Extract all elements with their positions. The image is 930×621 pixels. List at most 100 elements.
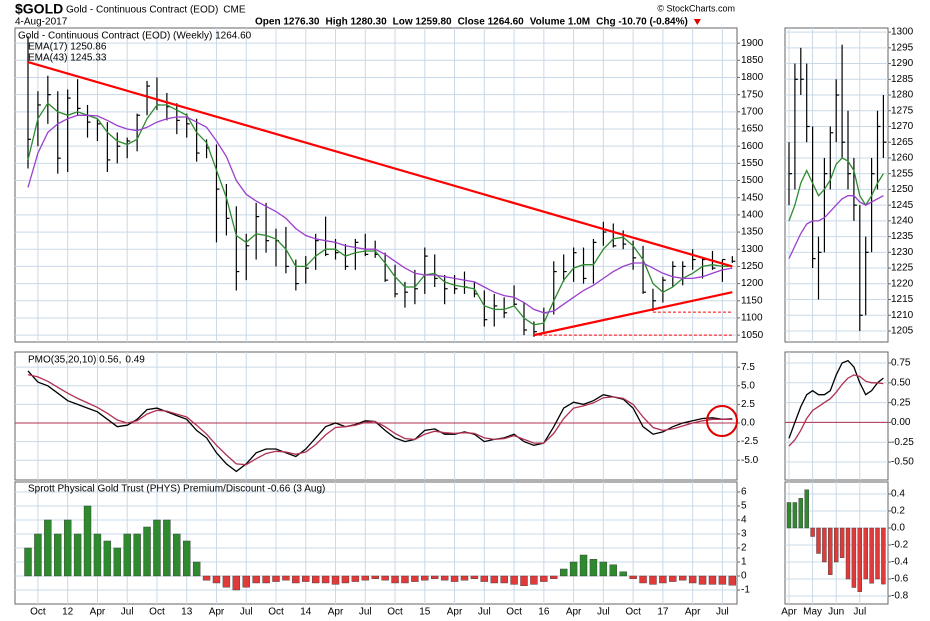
bar [589,558,598,577]
x-tick-label: Jul [359,607,372,618]
x-tick-label: Jun [828,607,844,618]
y-tick-label: 0.0 [741,418,755,429]
bar [579,554,588,577]
bar [460,575,469,581]
y-tick-label: 1210 [891,310,914,321]
credit: © StockCharts.com [657,3,735,13]
y-tick-label: 0.0 [891,523,905,534]
exchange: CME [223,5,246,16]
quote-item: Volume 1.0M [530,17,590,28]
symbol: $GOLD [15,1,63,17]
bar [816,527,821,554]
bar [262,575,270,584]
trendline [533,291,733,337]
y-tick-label: 1350 [741,227,764,238]
bar [173,533,181,577]
bar [540,575,548,582]
y-tick-label: 4 [741,515,747,526]
y-tick-label: 1550 [741,158,764,169]
y-tick-label: 1100 [741,313,763,324]
quote-item: Open 1276.30 [255,17,320,28]
y-tick-label: 3 [741,529,747,540]
bar [93,533,102,577]
y-tick-label: 1600 [741,141,764,152]
bar [718,575,727,585]
bar [242,575,250,588]
y-tick-label: 1650 [741,124,764,135]
bar [54,533,62,577]
bar [24,547,32,577]
y-tick-label: 0.00 [891,417,911,428]
bar [510,575,518,585]
bar [421,575,429,581]
y-tick-label: 1220 [891,278,914,289]
bar [133,533,141,577]
bar [391,575,399,584]
bar [863,527,868,580]
bar [559,568,568,577]
trendline [27,60,733,268]
bar [123,533,131,577]
bar [804,489,809,529]
y-tick-label: 1290 [891,58,914,69]
y-tick-label: 1265 [891,137,914,148]
y-tick-label: -0.6 [891,574,909,585]
y-tick-label: 1205 [891,326,914,337]
x-tick-label: Oct [149,607,165,618]
bar [609,564,617,577]
bar [192,561,201,577]
x-tick-label: 14 [300,607,312,618]
legend-label: EMA(17) 1250.86 [28,42,107,53]
bar [222,575,231,588]
x-tick-label: Apr [328,607,344,618]
panels: 1900185018001750170016501600155015001450… [14,27,914,618]
y-tick-label: 1050 [741,330,764,341]
bar [470,575,479,579]
x-tick-label: Apr [90,607,106,618]
x-tick-label: Oct [387,607,403,618]
y-tick-label: 1800 [741,72,764,83]
y-tick-label: 1850 [741,55,764,66]
bar [212,575,221,584]
bar [331,575,340,585]
bar [669,575,677,582]
bar [869,527,874,584]
bar [845,527,851,580]
panel-frame [14,481,738,605]
y-tick-label: 1450 [741,192,764,203]
y-tick-label: 1250 [891,184,914,195]
bar [153,519,161,577]
quote-item: Close 1264.60 [458,17,525,28]
bar [649,575,657,585]
bar [183,540,191,577]
x-tick-label: Jul [121,607,134,618]
y-tick-label: 1260 [891,153,914,164]
legend-label: 0.49 [125,355,145,366]
bar [639,575,647,584]
series-line [27,373,733,466]
series-line [27,102,733,326]
bar [371,575,379,579]
y-tick-label: 0.25 [891,397,911,408]
y-tick-label: -0.50 [891,457,914,468]
y-tick-label: 1400 [741,210,764,221]
y-tick-label: -2.5 [741,436,759,447]
bar [792,502,798,529]
x-tick-label: Apr [685,607,701,618]
y-tick-label: 1285 [891,74,914,85]
y-tick-label: -5.0 [741,455,759,466]
x-tick-label: 16 [538,607,550,618]
legend-label: PMO(35,20,10) 0.56, [28,355,121,366]
bar [63,519,72,577]
bar [679,575,687,581]
x-tick-label: 15 [419,607,431,618]
bar [311,575,320,584]
y-tick-label: 1700 [741,106,764,117]
y-tick-label: -0.25 [891,437,914,448]
bar [381,575,389,581]
bar [530,575,538,585]
x-tick-label: 13 [181,607,193,618]
bar [599,561,608,577]
